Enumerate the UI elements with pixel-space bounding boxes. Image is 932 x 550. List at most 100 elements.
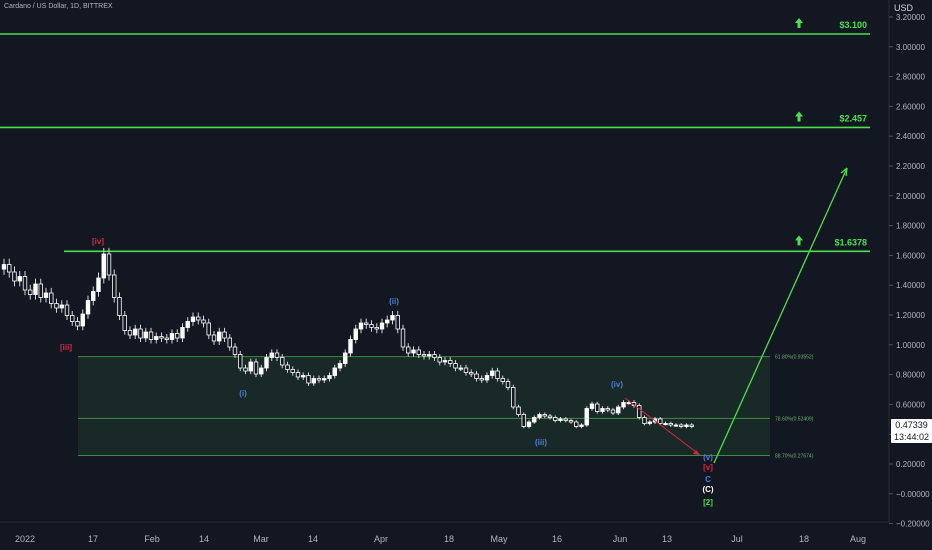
candle-body	[448, 360, 453, 364]
wave-label: [v]	[703, 463, 713, 472]
price-tick-label: 2.20000	[896, 162, 925, 171]
candle-body	[626, 402, 631, 405]
candle-body	[595, 403, 600, 412]
candle-body	[379, 322, 385, 330]
price-tick-label: 2.60000	[896, 102, 925, 111]
last-price-badge: 0.47339 13:44:02	[891, 419, 932, 443]
candle-body	[684, 424, 689, 427]
candle-body	[332, 367, 337, 376]
candle-body	[610, 409, 616, 414]
candle-body	[12, 271, 17, 282]
time-tick-label: 18	[799, 534, 809, 544]
candle-body	[369, 324, 374, 328]
bar-countdown: 13:44:02	[893, 432, 930, 442]
candle-body	[85, 300, 91, 315]
candle-body	[33, 283, 38, 295]
candle-body	[374, 327, 379, 330]
candle-body	[469, 372, 474, 375]
price-tick-label: 2.80000	[896, 73, 925, 82]
wave-arrows	[624, 167, 848, 464]
candle-body	[59, 304, 64, 309]
candle-body	[306, 375, 311, 384]
time-tick-label: 16	[552, 534, 562, 544]
resistance-levels: $3.100 $2.457 $1.6378	[0, 18, 870, 253]
candle-body	[406, 346, 411, 354]
candle-body	[38, 283, 43, 298]
candle-body	[28, 289, 33, 295]
time-tick-label: Aug	[850, 534, 866, 544]
candle-body	[122, 315, 127, 331]
candle-body	[637, 405, 642, 418]
time-tick-label: Mar	[253, 534, 269, 544]
candle-body	[253, 361, 259, 375]
candle-body	[243, 367, 248, 372]
candle-body	[495, 370, 500, 379]
time-tick-label: 13	[662, 534, 672, 544]
price-tick-label: 0.60000	[896, 400, 925, 409]
wave-label: (i)	[239, 389, 247, 398]
price-tick-label: −0.20000	[896, 520, 930, 529]
candle-body	[474, 373, 479, 379]
candle-body	[411, 349, 416, 354]
candle-body	[600, 408, 605, 412]
price-tick-label: 0.80000	[896, 371, 925, 380]
candle-body	[180, 327, 185, 339]
candle-body	[416, 349, 421, 355]
candle-body	[133, 328, 138, 336]
wave-labels: [iii] [iv] (i) (ii) (iii) (iv) (v)[v] C(C) [2]	[60, 237, 714, 507]
wave-label: (v)	[703, 453, 713, 462]
time-tick-label: Jun	[613, 534, 628, 544]
candles	[1, 247, 694, 429]
price-tick-label: 3.00000	[896, 43, 925, 52]
candle-body	[206, 322, 211, 336]
candle-body	[101, 253, 106, 279]
price-axis: 3.20000 3.00000 2.80000 2.60000 2.40000 2.200…	[889, 13, 930, 529]
candle-body	[353, 328, 358, 340]
candle-body	[96, 277, 101, 292]
candle-body	[43, 292, 49, 298]
candle-body	[364, 322, 369, 325]
wave-label: (iii)	[535, 438, 547, 447]
candle-body	[584, 408, 589, 426]
candle-body	[106, 253, 112, 276]
candle-body	[463, 367, 469, 373]
candle-body	[311, 378, 316, 384]
candle-body	[673, 424, 679, 427]
candle-body	[211, 334, 217, 342]
candle-body	[54, 303, 59, 309]
candle-body	[222, 331, 227, 339]
candle-body	[70, 315, 75, 322]
candle-body	[385, 319, 390, 324]
candle-body	[164, 337, 169, 340]
candle-body	[484, 375, 490, 381]
candle-body	[1, 264, 7, 270]
candle-body	[537, 414, 542, 418]
candle-body	[621, 402, 626, 408]
candle-body	[458, 367, 463, 370]
time-tick-label: May	[490, 534, 508, 544]
rally-projection-arrow	[713, 167, 848, 464]
last-price: 0.47339	[895, 420, 928, 430]
candle-body	[190, 316, 196, 322]
candle-body	[316, 378, 322, 381]
candle-body	[274, 352, 280, 358]
price-tick-label: 0.20000	[896, 460, 925, 469]
candle-body	[605, 408, 610, 411]
candle-body	[7, 264, 12, 273]
wave-label: [iv]	[92, 237, 104, 246]
candle-body	[505, 381, 511, 388]
candle-body	[553, 417, 558, 421]
price-tick-label: 1.00000	[896, 341, 925, 350]
candle-body	[232, 346, 238, 355]
candle-body	[526, 421, 532, 427]
candle-body	[547, 415, 553, 418]
candle-body	[689, 424, 694, 427]
symbol-title: Cardano / US Dollar, 1D, BITTREX	[4, 3, 113, 10]
candle-body	[432, 354, 437, 358]
candle-body	[22, 276, 28, 291]
candle-body	[175, 333, 180, 339]
candle-body	[112, 274, 117, 298]
price-tick-label: 1.40000	[896, 281, 925, 290]
candle-body	[290, 369, 295, 373]
